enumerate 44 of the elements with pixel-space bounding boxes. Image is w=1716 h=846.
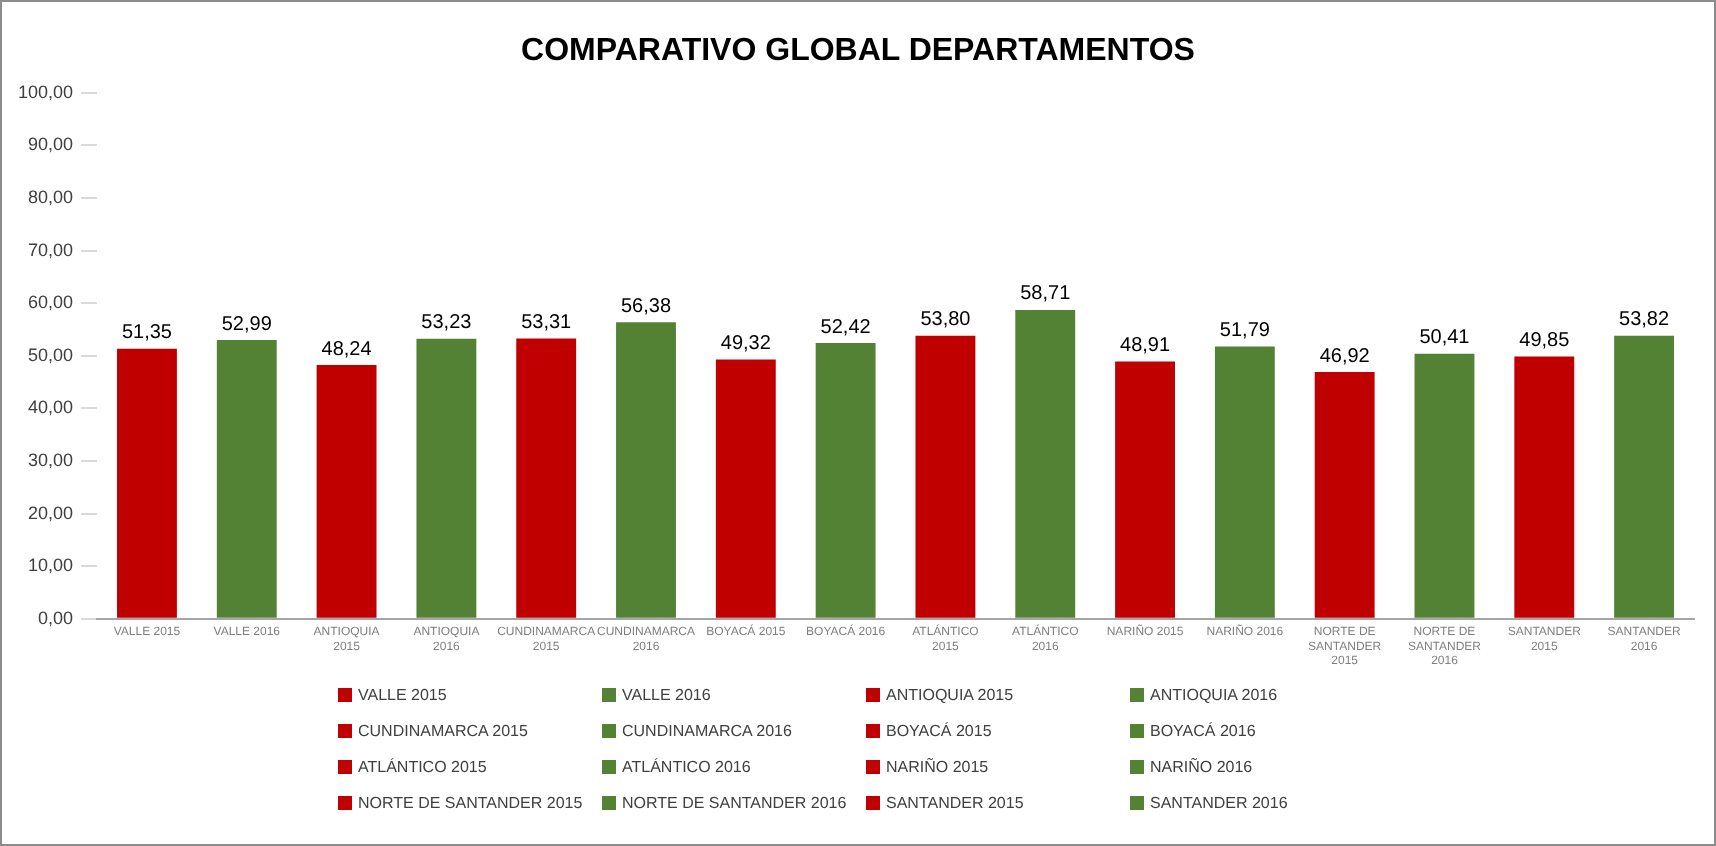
legend-label: VALLE 2016 — [622, 685, 711, 703]
y-tick-label: 90,00 — [27, 134, 74, 155]
legend-label: SANTANDER 2015 — [886, 793, 1024, 811]
data-label: 51,35 — [121, 322, 173, 345]
y-tick-label: 40,00 — [27, 397, 74, 418]
legend-label: BOYACÁ 2016 — [1150, 721, 1256, 739]
y-tick-label: 0,00 — [37, 607, 74, 628]
y-tick-label: 20,00 — [27, 502, 74, 523]
data-label: 52,99 — [221, 313, 273, 336]
legend-label: ATLÁNTICO 2015 — [358, 757, 487, 775]
y-tick-label: 10,00 — [27, 555, 74, 576]
legend-label: ATLÁNTICO 2016 — [622, 757, 751, 775]
legend-label: ANTIOQUIA 2015 — [886, 685, 1014, 703]
legend-label: NORTE DE SANTANDER 2016 — [622, 793, 847, 811]
data-label: 49,85 — [1519, 330, 1571, 353]
legend-label: BOYACÁ 2015 — [886, 721, 992, 739]
data-label: 53,82 — [1619, 309, 1670, 332]
data-label: 56,38 — [620, 295, 672, 318]
y-tick-label: 50,00 — [27, 344, 74, 365]
legend-label: NARIÑO 2015 — [886, 757, 989, 775]
data-label: 53,31 — [521, 311, 573, 334]
data-label: 52,42 — [820, 316, 872, 339]
legend-label: VALLE 2015 — [358, 685, 447, 703]
data-label: 58,71 — [1020, 283, 1072, 306]
data-label: 46,92 — [1319, 345, 1371, 368]
y-tick-label: 70,00 — [27, 239, 74, 260]
y-tick-label: 30,00 — [27, 449, 74, 470]
data-label: 48,91 — [1120, 335, 1171, 358]
data-label: 53,80 — [920, 309, 972, 332]
data-label: 51,79 — [1219, 319, 1271, 342]
legend-label: NARIÑO 2016 — [1150, 757, 1253, 775]
y-tick-label: 60,00 — [27, 292, 74, 313]
legend-label: CUNDINAMARCA 2015 — [358, 721, 528, 739]
legend-label: CUNDINAMARCA 2016 — [622, 721, 792, 739]
legend-label: SANTANDER 2016 — [1150, 793, 1288, 811]
y-tick-label: 100,00 — [17, 81, 74, 102]
legend-label: ANTIOQUIA 2016 — [1150, 685, 1278, 703]
chart-title: COMPARATIVO GLOBAL DEPARTAMENTOS — [519, 34, 1197, 70]
y-tick-label: 80,00 — [27, 186, 74, 207]
data-label: 50,41 — [1419, 327, 1471, 350]
data-label: 49,32 — [720, 332, 772, 355]
data-label: 48,24 — [321, 338, 373, 361]
legend-label: NORTE DE SANTANDER 2015 — [358, 793, 583, 811]
data-label: 53,23 — [421, 312, 473, 335]
